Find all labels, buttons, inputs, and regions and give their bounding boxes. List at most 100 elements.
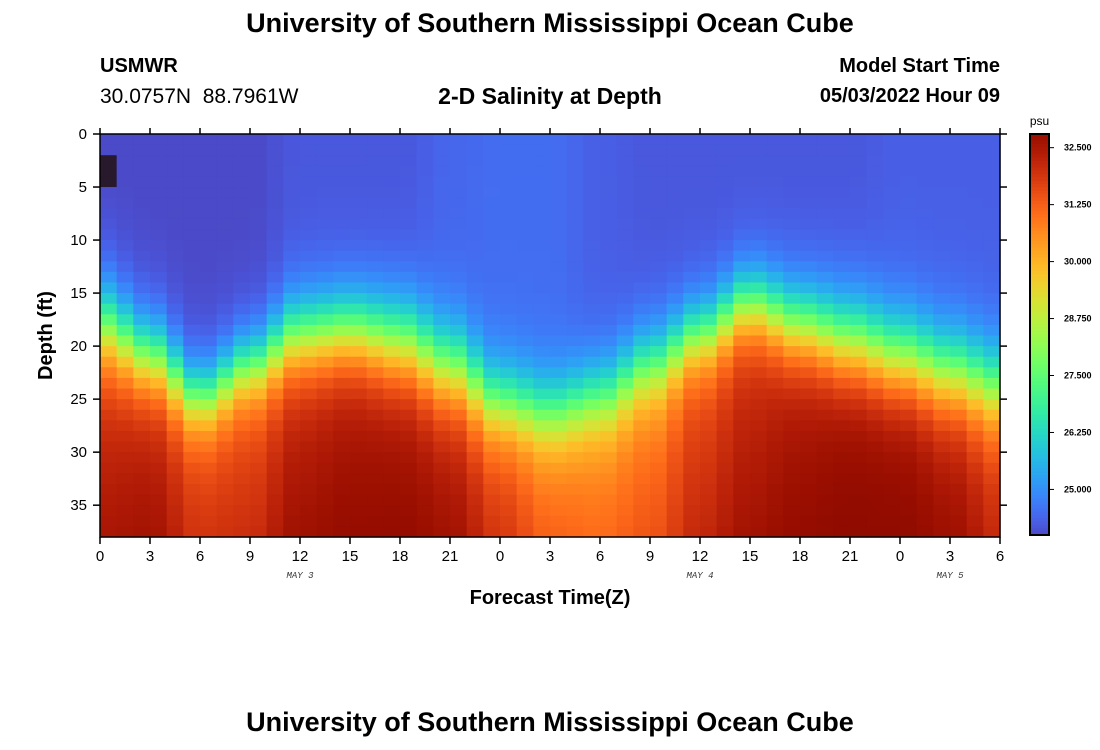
heatmap-cell [133,155,151,167]
heatmap-cell [433,526,451,538]
heatmap-cell [433,229,451,241]
heatmap-cell [833,197,851,209]
heatmap-cell [500,409,518,421]
heatmap-cell [116,441,134,453]
colorbar-segment [1030,504,1049,509]
heatmap-cell [250,420,268,432]
heatmap-cell [583,165,601,178]
x-tick-label: 3 [146,548,154,565]
colorbar-segment [1030,311,1049,315]
heatmap-cell [950,399,968,411]
heatmap-cell [116,324,134,337]
heatmap-cell [200,377,218,390]
heatmap-cell [383,377,401,390]
heatmap-cell [466,473,484,485]
heatmap-cell [633,187,651,199]
heatmap-cell [366,441,384,453]
heatmap-cell [966,441,984,453]
heatmap-cell [866,218,884,231]
heatmap-cell [766,271,784,284]
heatmap-cell [866,462,884,474]
heatmap-cell [100,314,118,326]
colorbar-segment [1030,514,1049,519]
heatmap-cell [316,314,334,326]
heatmap-cell [416,229,434,241]
heatmap-cell [366,409,384,421]
heatmap-cell [683,346,701,358]
heatmap-cell [650,399,668,411]
heatmap-cell [450,314,468,326]
heatmap-cell [616,356,634,368]
heatmap-cell [433,494,451,506]
heatmap-cell [416,144,434,156]
heatmap-cell [216,261,234,273]
heatmap-cell [466,165,484,178]
heatmap-cell [850,155,868,167]
heatmap-cell [533,505,551,517]
heatmap-cell [183,441,201,453]
colorbar-segment [1030,157,1049,162]
heatmap-cell [666,208,684,220]
heatmap-cell [350,367,368,379]
colorbar-segment [1030,434,1049,439]
heatmap-cell [900,420,918,432]
heatmap-cell [150,240,168,252]
colorbar-segment [1030,381,1049,386]
heatmap-cell [300,303,318,315]
heatmap-cell [883,144,901,156]
heatmap-cell [950,505,968,517]
heatmap-cell [100,176,118,188]
heatmap-cell [883,483,901,496]
heatmap-cell [133,250,151,262]
heatmap-cell [116,377,134,390]
heatmap-cell [616,134,634,146]
heatmap-cell [483,473,501,485]
heatmap-cell [416,314,434,326]
heatmap-cell [733,483,751,496]
heatmap-cell [716,462,734,474]
heatmap-cell [566,324,584,337]
heatmap-cell [933,473,951,485]
heatmap-cell [516,282,534,294]
heatmap-cell [566,144,584,156]
heatmap-cell [166,261,184,273]
heatmap-cell [733,155,751,167]
heatmap-cell [666,134,684,146]
colorbar-segment [1030,357,1049,362]
heatmap-cell [750,155,768,167]
heatmap-cell [183,314,201,326]
heatmap-cell [833,176,851,188]
heatmap-cell [466,314,484,326]
heatmap-cell [550,377,568,390]
heatmap-cell [816,335,834,347]
heatmap-cell [833,430,851,443]
heatmap-cell [183,483,201,496]
heatmap-cell [716,250,734,262]
heatmap-cell [350,473,368,485]
heatmap-cell [500,356,518,368]
heatmap-cell [233,229,251,241]
x-tick-label: 21 [442,548,459,565]
heatmap-cell [716,314,734,326]
heatmap-cell [816,293,834,305]
heatmap-cell [983,165,1001,178]
colorbar-segment [1030,150,1049,155]
heatmap-cell [116,303,134,315]
heatmap-cell [366,526,384,538]
heatmap-cell [383,473,401,485]
heatmap-cell [316,377,334,390]
heatmap-cell [100,240,118,252]
heatmap-cell [733,505,751,517]
colorbar-segment [1030,337,1049,342]
heatmap-cell [616,187,634,199]
colorbar-segment [1030,197,1049,202]
heatmap-cell [916,356,934,368]
heatmap-cell [166,399,184,411]
heatmap-cell [533,462,551,474]
heatmap-cell [200,155,218,167]
heatmap-cell [616,462,634,474]
heatmap-cell [883,324,901,337]
heatmap-cell [833,335,851,347]
heatmap-cell [283,494,301,506]
colorbar-segment [1030,170,1049,175]
